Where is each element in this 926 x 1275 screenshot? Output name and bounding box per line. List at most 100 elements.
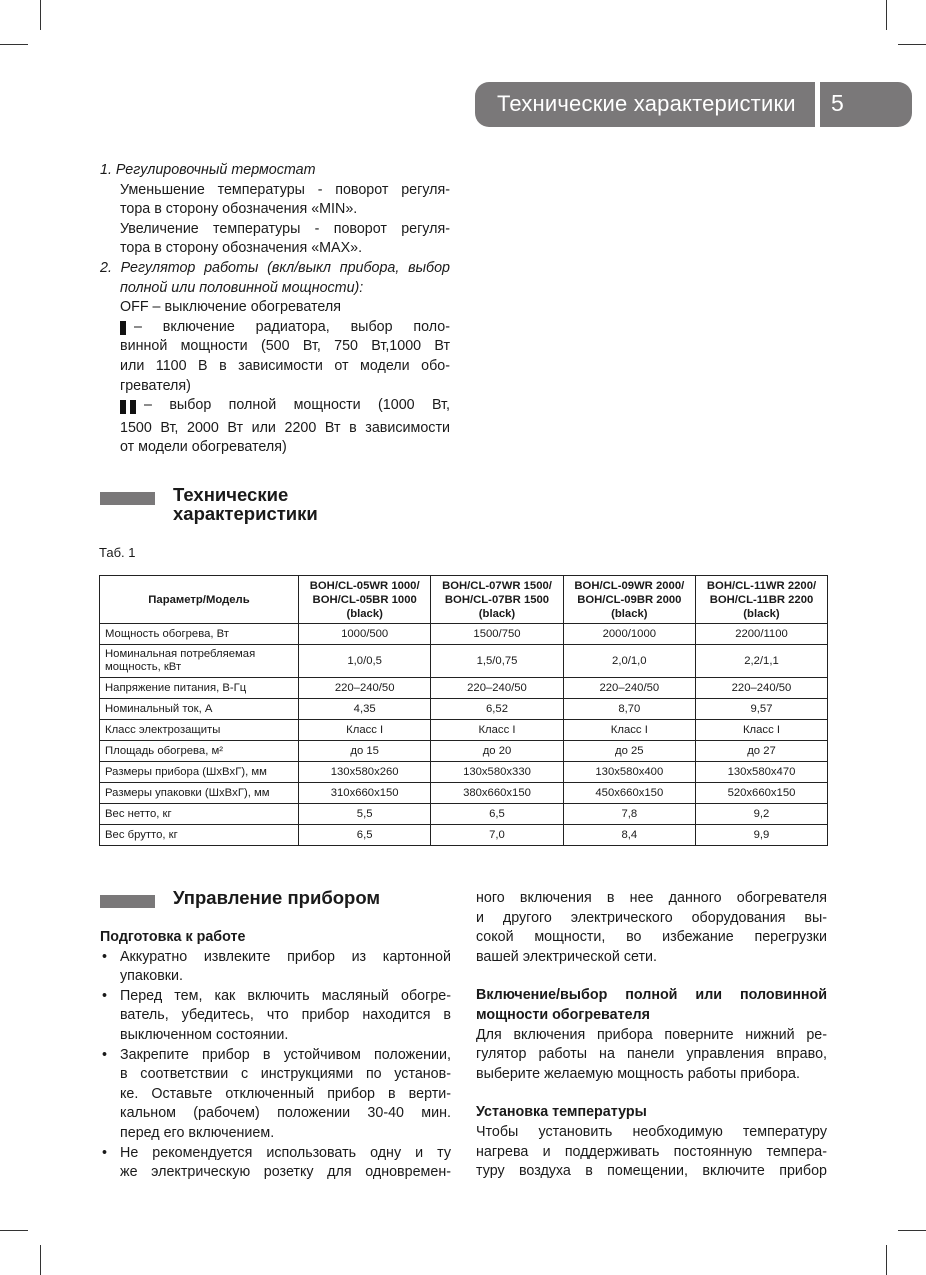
text-line: – выбор полной мощности (1000 Вт, — [143, 397, 450, 414]
value-cell: 220–240/50 — [562, 677, 696, 699]
table-row: Номинальная потребляемая мощность, кВт 1,… — [99, 644, 829, 678]
parameter-cell: Номинальная потребляемая мощность, кВт — [99, 644, 299, 678]
table-row: Размеры упаковки (ШxВxГ), мм 310x660x150 3… — [99, 782, 829, 804]
bullet-item: • Аккуратно извлеките прибор из картонной… — [100, 948, 451, 987]
table-row: Вес брутто, кг 6,5 7,0 8,4 9,9 — [99, 824, 829, 846]
value-cell: 4,35 — [297, 698, 432, 720]
item-title: 2. Регулятор работы (вкл/выкл прибора, в… — [100, 259, 450, 276]
table-header: Параметр/Модель — [99, 575, 299, 624]
table-row: Площадь обогрева, м² до 15 до 20 до 25 до 27 — [99, 740, 829, 762]
value-cell: 220–240/50 — [430, 677, 564, 699]
value-cell: 220–240/50 — [694, 677, 829, 699]
text-line: или 1100 В в зависимости от модели обо- — [120, 357, 450, 374]
table-header: BOH/CL-09WR 2000/ BOH/CL-09BR 2000 (blac… — [562, 575, 696, 624]
subheading: Включение/выбор полной или половинной — [476, 987, 827, 1004]
text-line: же электрическую розетку для одновремен- — [120, 1164, 451, 1181]
value-cell: 2,2/1,1 — [694, 644, 829, 678]
heading-line: Управление прибором — [173, 887, 381, 908]
value-cell: 1500/750 — [430, 623, 564, 645]
crop-mark — [0, 1230, 28, 1231]
table-row: Мощность обогрева, Вт 1000/500 1500/750 200… — [99, 623, 829, 645]
text-line: и другого электрического оборудования вы… — [476, 909, 827, 926]
text-line: от модели обогревателя) — [120, 439, 287, 456]
table-label: Таб. 1 — [99, 545, 136, 560]
parameter-cell: Размеры прибора (ШxВxГ), мм — [99, 761, 299, 783]
value-cell: 520x660x150 — [694, 782, 829, 804]
table-row: Вес нетто, кг 5,5 6,5 7,8 9,2 — [99, 803, 829, 825]
text-line: перед его включением. — [120, 1124, 275, 1141]
text-line: гулятор работы на панели управления впра… — [476, 1046, 827, 1063]
bullet-icon: • — [102, 1046, 108, 1063]
text-line: сокой мощности, во избежание перегрузки — [476, 929, 827, 946]
value-cell: 2000/1000 — [562, 623, 696, 645]
text-line: Закрепите прибор в устойчивом положении, — [120, 1046, 451, 1063]
value-cell: 450x660x150 — [562, 782, 696, 804]
parameter-cell: Класс электрозащиты — [99, 719, 299, 741]
value-cell: 130x580x260 — [297, 761, 432, 783]
left-column-text: Подготовка к работе • Аккуратно извлеките… — [100, 928, 451, 1183]
table-row: Номинальный ток, А 4,35 6,52 8,70 9,57 — [99, 698, 829, 720]
right-column-text: ного включения в нее данного обогревател… — [476, 889, 827, 1182]
parameter-cell: Мощность обогрева, Вт — [99, 623, 299, 645]
value-cell: 380x660x150 — [430, 782, 564, 804]
section-bar — [100, 895, 155, 908]
parameter-cell: Площадь обогрева, м² — [99, 740, 299, 762]
text-line: в соответствии с инструкциями по установ… — [120, 1066, 451, 1083]
text-line: 1500 Вт, 2000 Вт или 2200 Вт в зависимос… — [120, 419, 450, 436]
table-row: Класс электрозащиты Класс I Класс I Класс I… — [99, 719, 829, 741]
bullet-item: • Закрепите прибор в устойчивом положении… — [100, 1046, 451, 1144]
value-cell: Класс I — [430, 719, 564, 741]
text-line: вашей электрической сети. — [476, 948, 657, 965]
text-line: Не рекомендуется использовать одну и ту — [120, 1144, 451, 1161]
value-cell: до 25 — [562, 740, 696, 762]
text-line: Для включения прибора поверните нижний р… — [476, 1026, 827, 1043]
value-cell: 6,5 — [430, 803, 564, 825]
crop-mark — [898, 1230, 926, 1231]
text-line: выберите желаемую мощность работы прибор… — [476, 1065, 800, 1082]
subheading: Установка температуры — [476, 1104, 647, 1121]
text-line: ного включения в нее данного обогревател… — [476, 890, 827, 906]
value-cell: до 20 — [430, 740, 564, 762]
value-cell: 8,4 — [562, 824, 696, 846]
value-cell: 9,57 — [694, 698, 829, 720]
text-line: винной мощности (500 Вт, 750 Вт,1000 Вт — [120, 338, 450, 355]
bullet-icon: • — [102, 948, 108, 965]
crop-mark — [886, 1245, 887, 1275]
text-line: Аккуратно извлеките прибор из картонной — [120, 948, 451, 965]
crop-mark — [40, 0, 41, 30]
item-title: 1. Регулировочный термостат — [100, 162, 316, 178]
value-cell: 220–240/50 — [297, 677, 432, 699]
value-cell: 8,70 — [562, 698, 696, 720]
parameter-cell: Вес брутто, кг — [99, 824, 299, 846]
value-cell: 5,5 — [297, 803, 432, 825]
value-cell: 9,9 — [694, 824, 829, 846]
value-cell: 130x580x400 — [562, 761, 696, 783]
header-title: Технические характеристики — [497, 91, 796, 116]
text-line: – включение радиатора, выбор поло- — [134, 318, 450, 335]
value-cell: Класс I — [562, 719, 696, 741]
heading-line: Технические — [173, 484, 289, 505]
text-line: выключенном состоянии. — [120, 1026, 289, 1043]
parameter-cell: Напряжение питания, В-Гц — [99, 677, 299, 699]
controls-description: 1. Регулировочный термостат Уменьшение т… — [100, 161, 450, 458]
specs-table: Параметр/Модель BOH/CL-05WR 1000/ BOH/CL… — [99, 575, 829, 846]
subheading: Подготовка к работе — [100, 929, 246, 945]
value-cell: 130x580x330 — [430, 761, 564, 783]
bullet-item: • Не рекомендуется использовать одну и ту… — [100, 1144, 451, 1183]
value-cell: 7,0 — [430, 824, 564, 846]
value-cell: 7,8 — [562, 803, 696, 825]
value-cell: Класс I — [297, 719, 432, 741]
value-cell: 130x580x470 — [694, 761, 829, 783]
value-cell: 1,0/0,5 — [297, 644, 432, 678]
text-line: Чтобы установить необходимую температуру — [476, 1123, 827, 1140]
text-line: OFF – выключение обогревателя — [120, 299, 341, 316]
table-header: BOH/CL-07WR 1500/ BOH/CL-07BR 1500 (blac… — [430, 575, 564, 624]
value-cell: 2,0/1,0 — [562, 644, 696, 678]
text-line: нагрева и поддерживать постоянную темпер… — [476, 1143, 827, 1160]
text-line: туру воздуха в помещении, включите прибо… — [476, 1163, 827, 1180]
text-line: тора в сторону обозначения «MAX». — [120, 240, 363, 257]
value-cell: 310x660x150 — [297, 782, 432, 804]
text-line: упаковки. — [120, 968, 184, 985]
value-cell: 6,52 — [430, 698, 564, 720]
text-line: Уменьшение температуры - поворот регуля- — [120, 181, 450, 198]
